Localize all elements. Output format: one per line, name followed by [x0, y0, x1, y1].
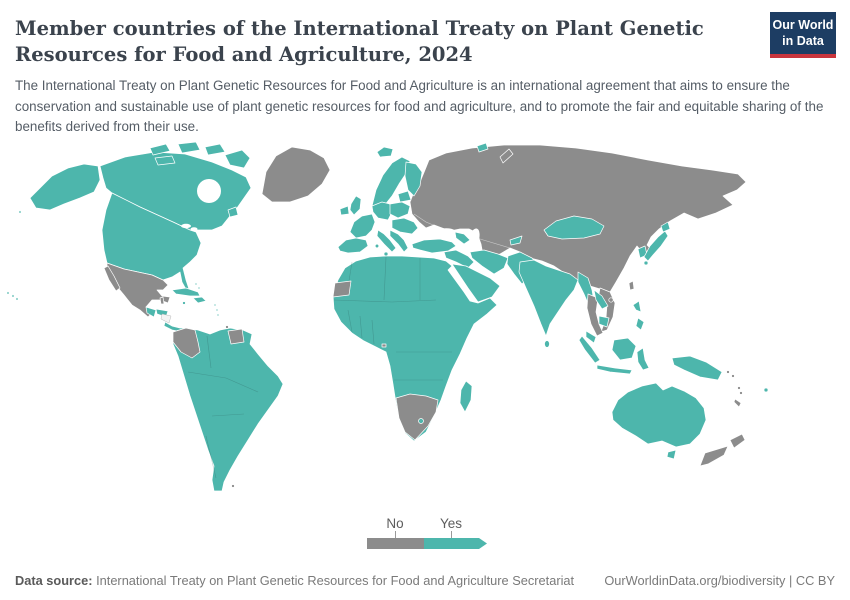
- country-kyrgyzstan[interactable]: [509, 235, 523, 246]
- country-nicaragua[interactable]: [160, 313, 172, 324]
- country-belize[interactable]: [159, 296, 165, 305]
- legend-label-yes: Yes: [440, 516, 462, 531]
- border-belarus-russia: [413, 213, 439, 228]
- country-mexico[interactable]: [106, 262, 171, 318]
- country-malaysia[interactable]: [585, 330, 597, 344]
- great-lakes: [181, 223, 191, 229]
- island-sumatra[interactable]: [578, 335, 601, 364]
- region-arabia[interactable]: [451, 263, 501, 303]
- island-novaya-zemlya[interactable]: [499, 148, 514, 164]
- country-poland[interactable]: [389, 201, 411, 219]
- country-australia[interactable]: [611, 382, 707, 448]
- country-fiji: [763, 387, 769, 393]
- country-philippines[interactable]: [632, 300, 645, 331]
- country-equatorial-guinea[interactable]: [381, 343, 387, 348]
- legend-label-no: No: [386, 516, 403, 531]
- country-japan[interactable]: [643, 221, 671, 266]
- country-greenland[interactable]: [261, 146, 331, 203]
- chart-header: Member countries of the International Tr…: [15, 16, 823, 137]
- south-america-internal-borders: [187, 335, 259, 479]
- bahamas-antilles-islands: [194, 282, 220, 317]
- aleutian-islands: [18, 210, 22, 214]
- map-legend[interactable]: No Yes: [367, 516, 487, 549]
- region-baltics[interactable]: [397, 190, 412, 203]
- region-south-america[interactable]: [172, 327, 284, 492]
- owid-credit-link[interactable]: OurWorldinData.org/biodiversity | CC BY: [604, 573, 835, 588]
- country-united-states[interactable]: [101, 192, 202, 294]
- island-java[interactable]: [596, 364, 633, 375]
- island-svalbard[interactable]: [476, 142, 489, 153]
- country-finland[interactable]: [404, 161, 423, 197]
- region-western-sahara[interactable]: [332, 280, 352, 298]
- region-caucasus[interactable]: [454, 231, 471, 245]
- legend-swatch-yes[interactable]: [424, 538, 487, 549]
- canadian-arctic-islands[interactable]: [149, 141, 251, 169]
- region-levant-iraq[interactable]: [443, 249, 475, 269]
- country-colombia[interactable]: [172, 327, 201, 359]
- country-united-kingdom[interactable]: [349, 195, 362, 216]
- region-scandinavia[interactable]: [371, 156, 411, 207]
- country-cambodia[interactable]: [598, 315, 610, 328]
- island-sulawesi[interactable]: [636, 347, 650, 371]
- island-sicily[interactable]: [383, 251, 389, 257]
- island-trinidad[interactable]: [225, 325, 229, 329]
- island-borneo[interactable]: [611, 337, 637, 361]
- region-iberia[interactable]: [337, 237, 369, 254]
- country-mongolia[interactable]: [543, 215, 605, 240]
- baja-california: [103, 265, 121, 292]
- country-jamaica[interactable]: [182, 301, 186, 305]
- country-taiwan[interactable]: [628, 280, 635, 291]
- data-source-text: International Treaty on Plant Genetic Re…: [92, 573, 575, 588]
- region-south-africa-botswana[interactable]: [395, 393, 439, 441]
- country-italy[interactable]: [376, 229, 397, 253]
- owid-logo-line2: in Data: [782, 33, 824, 48]
- country-india[interactable]: [518, 259, 579, 337]
- country-france[interactable]: [349, 213, 376, 239]
- island-new-guinea[interactable]: [671, 355, 723, 381]
- great-lakes-east: [190, 227, 198, 231]
- island-sardinia[interactable]: [374, 243, 380, 249]
- country-suriname[interactable]: [227, 328, 245, 345]
- pacific-islands: [726, 370, 769, 408]
- country-iceland[interactable]: [376, 146, 394, 158]
- chart-footer: Data source: International Treaty on Pla…: [15, 573, 835, 588]
- island-tasmania[interactable]: [666, 449, 677, 460]
- island-hispaniola[interactable]: [192, 296, 207, 304]
- owid-logo-line1: Our World: [772, 18, 834, 32]
- black-sea: [428, 228, 456, 240]
- legend-swatch-no[interactable]: [367, 538, 424, 549]
- country-thailand[interactable]: [586, 293, 604, 337]
- country-ireland[interactable]: [339, 205, 350, 216]
- country-lesotho[interactable]: [418, 418, 424, 424]
- country-iran[interactable]: [469, 249, 509, 275]
- falkland-islands: [231, 484, 235, 488]
- region-africa[interactable]: [332, 255, 498, 442]
- island-hainan[interactable]: [608, 297, 614, 303]
- country-turkey[interactable]: [411, 238, 457, 254]
- caspian-sea: [466, 228, 480, 254]
- region-alaska[interactable]: [29, 163, 101, 211]
- island-newfoundland[interactable]: [227, 206, 239, 218]
- country-new-zealand[interactable]: [699, 433, 746, 467]
- region-balkans-greece[interactable]: [389, 229, 409, 253]
- region-central-east-europe[interactable]: [391, 217, 419, 235]
- hudson-bay: [197, 179, 221, 203]
- country-cuba[interactable]: [171, 287, 201, 297]
- page-title: Member countries of the International Tr…: [15, 17, 704, 66]
- africa-internal-borders: [333, 256, 452, 381]
- country-sri-lanka[interactable]: [544, 340, 550, 348]
- region-germany-benelux[interactable]: [371, 201, 393, 221]
- country-laos[interactable]: [593, 289, 609, 310]
- hawaii-islands: [6, 291, 19, 301]
- country-guatemala[interactable]: [145, 306, 157, 318]
- country-madagascar[interactable]: [459, 380, 473, 413]
- data-source: Data source: International Treaty on Pla…: [15, 573, 574, 588]
- owid-logo[interactable]: Our World in Data: [770, 12, 836, 59]
- data-source-label: Data source:: [15, 573, 93, 588]
- chart-subtitle: The International Treaty on Plant Geneti…: [15, 78, 824, 134]
